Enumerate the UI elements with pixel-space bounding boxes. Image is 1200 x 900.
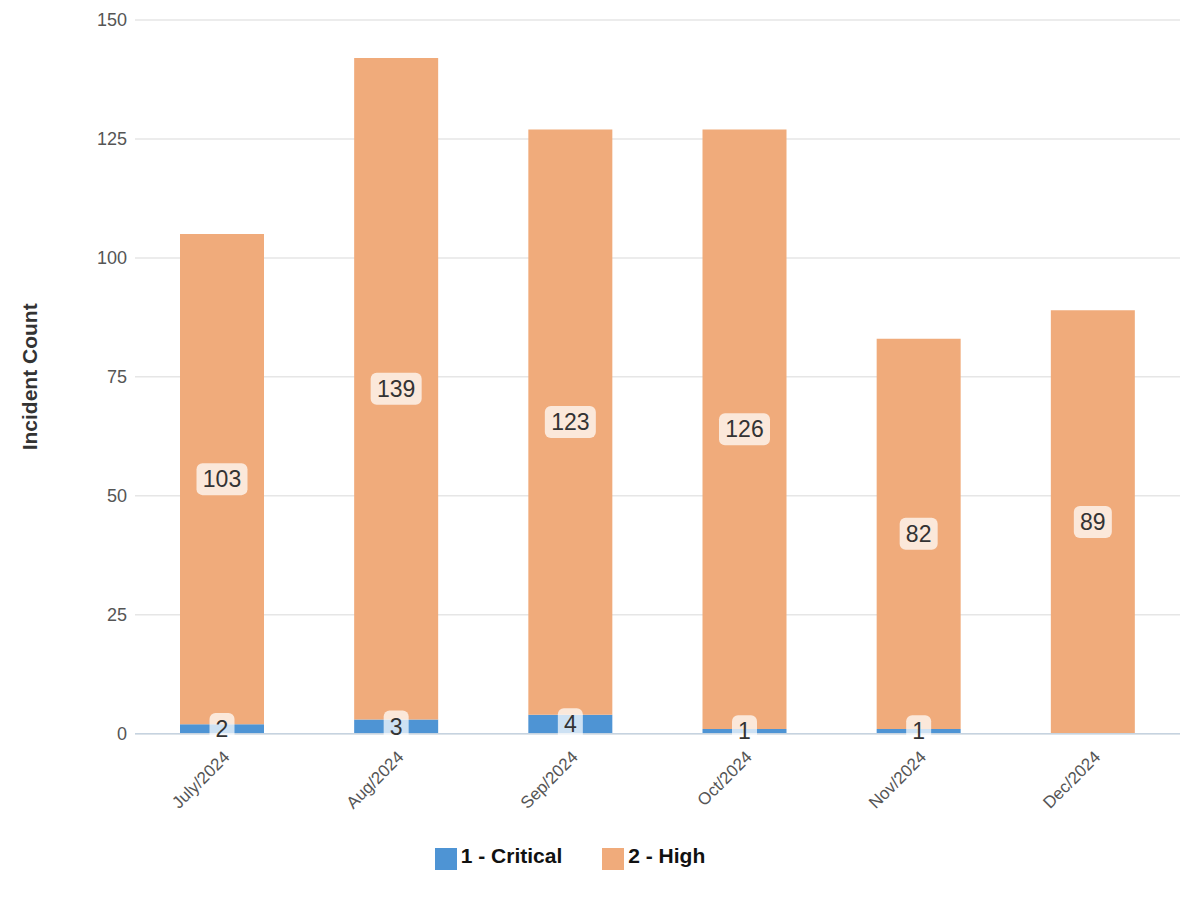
svg-text:50: 50 — [107, 486, 127, 506]
svg-text:July/2024: July/2024 — [168, 748, 233, 813]
svg-text:Incident Count: Incident Count — [18, 303, 41, 450]
svg-text:Oct/2024: Oct/2024 — [694, 748, 756, 810]
svg-text:Sep/2024: Sep/2024 — [517, 748, 582, 813]
svg-text:139: 139 — [377, 376, 415, 402]
svg-text:123: 123 — [551, 409, 589, 435]
svg-text:89: 89 — [1080, 509, 1106, 535]
svg-text:25: 25 — [107, 605, 127, 625]
svg-text:82: 82 — [906, 521, 932, 547]
svg-text:0: 0 — [117, 724, 127, 744]
svg-text:126: 126 — [725, 416, 763, 442]
svg-text:2: 2 — [216, 716, 229, 742]
html-text:1 - Critical: 1 - Critical — [460, 843, 563, 867]
html-text:2 - High: 2 - High — [628, 843, 706, 867]
svg-text:103: 103 — [203, 466, 241, 492]
svg-text:Aug/2024: Aug/2024 — [343, 748, 408, 813]
svg-text:4: 4 — [564, 711, 577, 737]
svg-text:1: 1 — [912, 718, 925, 744]
svg-text:Nov/2024: Nov/2024 — [865, 748, 930, 813]
svg-text:Dec/2024: Dec/2024 — [1039, 748, 1104, 813]
svg-text:150: 150 — [97, 10, 127, 30]
svg-text:125: 125 — [97, 129, 127, 149]
svg-text:1: 1 — [738, 718, 751, 744]
svg-text:100: 100 — [97, 248, 127, 268]
svg-text:3: 3 — [390, 714, 403, 740]
svg-text:75: 75 — [107, 367, 127, 387]
